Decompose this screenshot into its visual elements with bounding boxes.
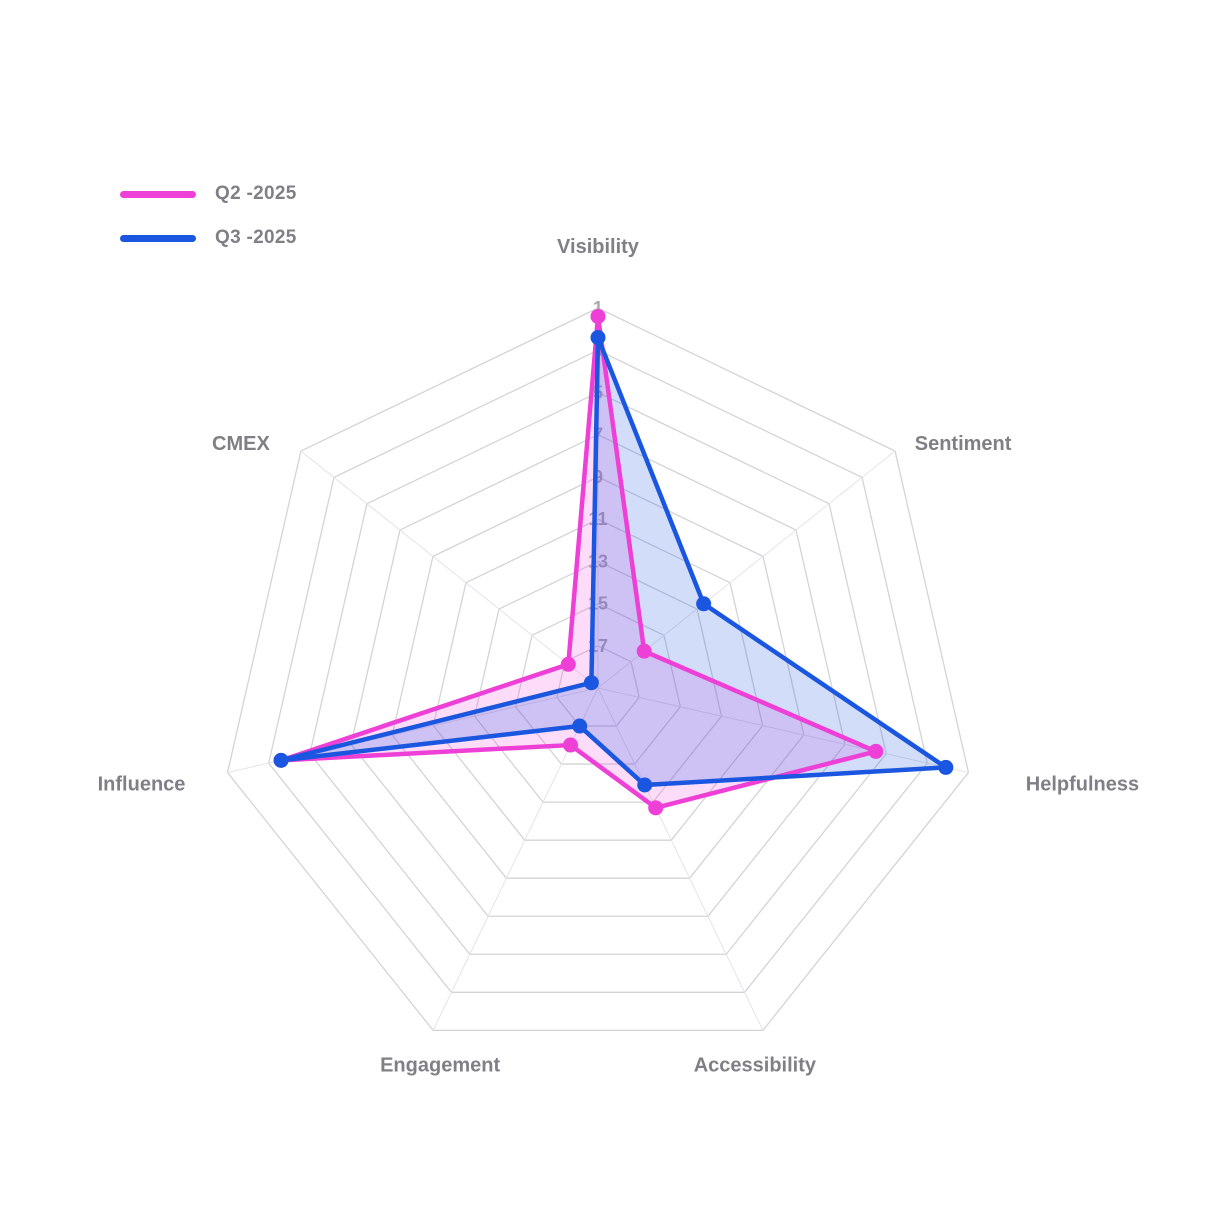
grid-ring-13 (473, 560, 723, 803)
axis-label-sentiment: Sentiment (915, 433, 1012, 455)
tick-label: 1 (593, 298, 603, 318)
axis-label-accessibility: Accessibility (694, 1054, 817, 1076)
legend-label-q2: Q2 -2025 (215, 183, 297, 204)
axis-label-visibility: Visibility (557, 236, 640, 258)
point-q2-engagement[interactable] (563, 737, 579, 753)
axis-labels: Visibility Sentiment Helpfulness Accessibil… (98, 236, 1140, 1076)
spoke-accessibility (597, 687, 764, 1031)
series-line-q3 (278, 335, 949, 788)
grid-ring-11 (432, 518, 764, 841)
point-q3-sentiment[interactable] (696, 596, 712, 612)
point-q3-cmex[interactable] (583, 675, 599, 691)
axis-label-engagement: Engagement (380, 1054, 500, 1076)
point-q2-helpfulness[interactable] (868, 743, 884, 759)
point-q3-accessibility[interactable] (637, 777, 653, 793)
series-line-q2 (278, 314, 879, 811)
grid-ring-7 (350, 433, 846, 917)
legend: Q2 -2025 Q3 -2025 (120, 172, 297, 260)
point-q2-visibility[interactable] (590, 308, 606, 324)
legend-swatch-q3 (120, 234, 196, 242)
point-q3-engagement[interactable] (572, 718, 588, 734)
grid-ring-1 (226, 307, 970, 1032)
series-area-q3 (281, 337, 946, 786)
legend-item-q3[interactable]: Q3 -2025 (120, 216, 297, 260)
legend-label-q3: Q3 -2025 (215, 227, 297, 248)
point-q3-visibility[interactable] (590, 330, 606, 346)
spoke-helpfulness (597, 687, 969, 774)
point-q2-cmex[interactable] (560, 656, 576, 672)
grid-ring-3 (267, 349, 929, 993)
spoke-cmex (300, 450, 599, 689)
legend-item-q2[interactable]: Q2 -2025 (120, 172, 297, 216)
radar-grid (226, 307, 970, 1032)
point-q2-accessibility[interactable] (648, 800, 664, 816)
point-q3-influence[interactable] (273, 752, 289, 768)
axis-label-cmex: CMEX (212, 433, 270, 455)
axis-label-influence: Influence (98, 774, 186, 796)
series-layer (273, 308, 954, 816)
point-q3-helpfulness[interactable] (938, 759, 954, 775)
grid-ring-9 (391, 476, 805, 879)
axis-label-helpfulness: Helpfulness (1026, 774, 1139, 796)
grid-ring-5 (309, 391, 887, 955)
legend-swatch-q2 (120, 190, 196, 198)
point-q2-sentiment[interactable] (636, 643, 652, 659)
tick-label: 9 (593, 467, 603, 487)
